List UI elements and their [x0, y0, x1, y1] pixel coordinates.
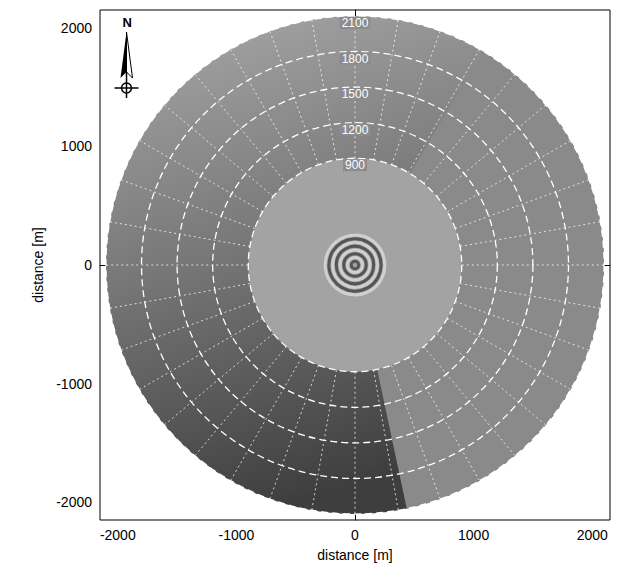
svg-text:0: 0 — [351, 527, 359, 543]
svg-text:1000: 1000 — [458, 527, 489, 543]
svg-text:0: 0 — [84, 257, 92, 273]
svg-text:1200: 1200 — [342, 123, 369, 137]
svg-text:1000: 1000 — [61, 138, 92, 154]
svg-text:-2000: -2000 — [100, 527, 136, 543]
svg-text:distance [m]: distance [m] — [30, 227, 46, 302]
svg-text:1500: 1500 — [342, 87, 369, 101]
svg-text:N: N — [123, 15, 132, 30]
svg-text:-1000: -1000 — [218, 527, 254, 543]
svg-text:2000: 2000 — [61, 20, 92, 36]
svg-text:1800: 1800 — [342, 52, 369, 66]
svg-text:2000: 2000 — [577, 527, 608, 543]
svg-text:-1000: -1000 — [56, 376, 92, 392]
svg-text:distance [m]: distance [m] — [317, 547, 392, 563]
svg-text:2100: 2100 — [342, 16, 369, 30]
svg-text:-2000: -2000 — [56, 494, 92, 510]
svg-text:900: 900 — [345, 158, 365, 172]
